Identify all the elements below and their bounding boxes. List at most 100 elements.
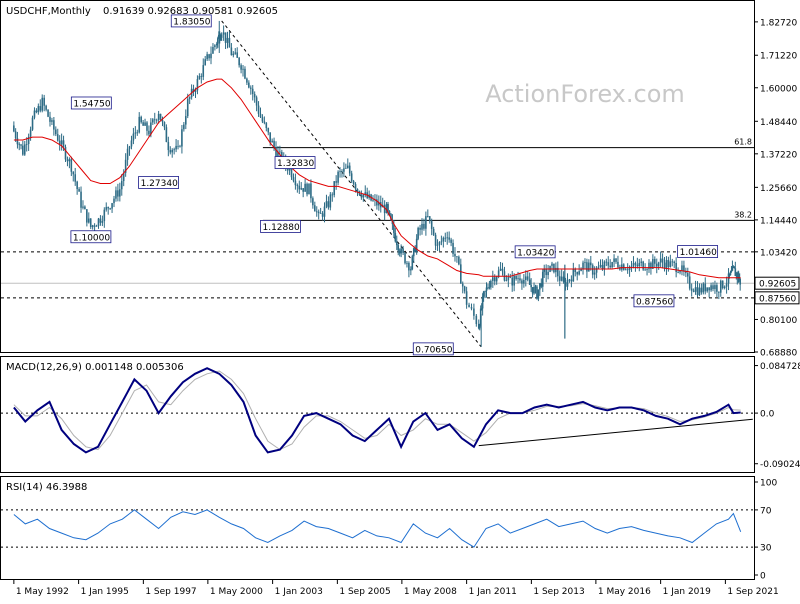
candle-body <box>308 183 310 195</box>
candle-body <box>306 183 308 195</box>
macd-layer: 0.084728 0.0 -0.090243 <box>1 362 800 470</box>
candle-body <box>692 290 695 292</box>
candle-body <box>345 167 347 169</box>
candle-body <box>712 285 714 290</box>
candle-body <box>595 267 598 273</box>
candle-body <box>288 167 291 171</box>
candle-body <box>545 268 547 276</box>
candle-body <box>387 203 389 211</box>
candle-body <box>465 291 468 305</box>
candle-body <box>155 119 158 121</box>
candle-body <box>271 140 273 143</box>
candle-body <box>499 268 502 271</box>
candle-body <box>700 287 703 293</box>
candle-body <box>482 291 485 297</box>
candle-body <box>395 241 398 246</box>
candle-body <box>644 269 646 271</box>
candle-body <box>364 192 367 195</box>
candle-body <box>337 171 339 183</box>
candle-body <box>192 88 195 92</box>
candle-body <box>14 131 17 139</box>
candle-body <box>161 119 164 123</box>
price-annotation-box <box>514 245 556 259</box>
candle-body <box>634 263 637 265</box>
candle-body <box>43 97 45 106</box>
candle-body <box>659 258 662 263</box>
candle-body <box>251 88 254 95</box>
price-annotation-box <box>412 342 454 356</box>
candle-body <box>729 272 732 276</box>
rsi-y-label: 30 <box>760 544 772 554</box>
candle-body <box>442 237 445 242</box>
candle-body <box>327 201 330 208</box>
candle-body <box>248 82 250 88</box>
candle-body <box>16 138 19 145</box>
macd-y-label: 0.084728 <box>760 362 800 372</box>
candle-body <box>204 59 206 66</box>
x-tick-label: 1 Jan 1995 <box>81 587 129 597</box>
candle-body <box>196 79 199 91</box>
price-annotation-label: 1.27340 <box>141 179 178 189</box>
candle-body <box>23 144 26 155</box>
candle-body <box>290 167 293 178</box>
macd-trendline <box>478 418 753 447</box>
candle-body <box>298 185 301 190</box>
candle-body <box>698 287 701 296</box>
candle-body <box>716 285 718 292</box>
candle-body <box>47 109 49 117</box>
macd-y-label: 0.0 <box>760 410 775 420</box>
candle-body <box>719 280 722 293</box>
candle-body <box>343 168 345 172</box>
candle-body <box>473 308 475 316</box>
candle-body <box>148 130 150 135</box>
candle-body <box>450 239 452 243</box>
candle-body <box>126 148 129 160</box>
candle-body <box>89 218 92 228</box>
candle-body <box>76 181 78 190</box>
candle-body <box>607 262 610 266</box>
candle-body <box>206 54 208 60</box>
candle-body <box>704 283 707 292</box>
candle-body <box>356 189 359 192</box>
candle-body <box>142 122 144 126</box>
candle-body <box>408 262 410 271</box>
candle-body <box>134 132 137 134</box>
candle-body <box>686 273 689 277</box>
candle-body <box>477 323 480 329</box>
candle-body <box>652 259 654 269</box>
candle-body <box>261 117 264 122</box>
candle-body <box>406 262 408 264</box>
candle-body <box>708 287 710 291</box>
candle-body <box>138 116 141 133</box>
candle-body <box>541 271 544 287</box>
candle-body <box>732 266 735 268</box>
candle-body <box>733 266 736 269</box>
candle-body <box>648 262 650 270</box>
candle-body <box>675 262 677 273</box>
watermark-text: ActionForex.com <box>485 80 685 108</box>
candle-body <box>152 119 154 123</box>
candle-body <box>325 201 328 207</box>
candle-body <box>690 288 693 291</box>
candle-body <box>507 276 510 281</box>
candle-body <box>402 248 404 253</box>
candle-body <box>296 185 299 186</box>
price-annotation-label: 1.12880 <box>262 223 299 233</box>
candle-body <box>62 140 65 147</box>
price-annotation-label: 0.70650 <box>415 345 452 355</box>
candle-body <box>661 258 664 263</box>
rsi-y-label: 100 <box>760 479 777 489</box>
macd-panel <box>0 356 755 473</box>
candle-body <box>739 278 741 285</box>
candle-body <box>638 262 641 267</box>
candle-body <box>534 286 537 288</box>
candle-body <box>22 145 24 155</box>
rsi-layer: 100 70 30 0 <box>1 479 777 582</box>
candle-body <box>128 146 131 149</box>
candle-body <box>523 279 525 284</box>
chart-symbol-title: USDCHF,Monthly <box>6 6 91 17</box>
x-tick-label: 1 Jan 2019 <box>663 587 711 597</box>
candle-body <box>663 262 666 269</box>
candle-body <box>91 225 94 228</box>
candle-body <box>18 144 21 146</box>
